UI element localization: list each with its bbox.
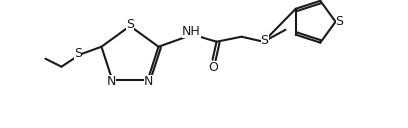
- Text: N: N: [106, 75, 116, 88]
- Text: S: S: [75, 47, 82, 60]
- Text: N: N: [144, 75, 153, 88]
- Text: S: S: [335, 15, 344, 28]
- Text: NH: NH: [182, 25, 201, 38]
- Text: O: O: [208, 61, 218, 74]
- Text: S: S: [126, 19, 134, 31]
- Text: S: S: [261, 34, 268, 47]
